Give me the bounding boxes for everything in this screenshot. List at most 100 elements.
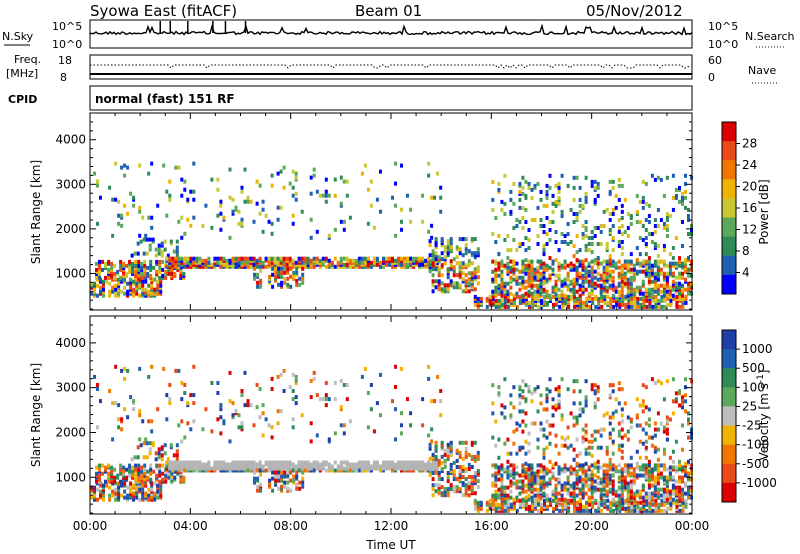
power-cell — [403, 258, 406, 263]
power-cell — [678, 294, 682, 299]
power-cell — [578, 185, 582, 190]
cpid-value: normal (fast) 151 RF — [95, 92, 235, 106]
velocity-cell — [594, 508, 598, 513]
velocity-cell — [536, 445, 540, 450]
power-cell — [506, 304, 510, 309]
velocity-cell — [644, 497, 648, 502]
power-cell — [575, 277, 579, 282]
power-cell — [195, 256, 199, 261]
velocity-cell — [101, 463, 104, 468]
velocity-cell — [608, 421, 612, 426]
velocity-cell — [154, 457, 158, 462]
power-cell — [138, 283, 142, 288]
power-cell — [397, 256, 400, 261]
velocity-cell — [554, 461, 558, 466]
velocity-cell — [512, 471, 516, 476]
power-cell — [301, 266, 305, 271]
power-cell — [295, 278, 299, 283]
power-cell — [258, 258, 262, 263]
power-cell — [581, 224, 585, 228]
freq-tick-top: 18 — [58, 54, 72, 67]
power-cell — [167, 271, 171, 276]
power-cell — [573, 298, 577, 303]
cpid-label: CPID — [8, 93, 37, 106]
power-cell — [593, 234, 597, 238]
velocity-cell — [476, 500, 480, 505]
velocity-cell — [283, 480, 287, 485]
power-cell — [267, 219, 271, 224]
velocity-cell — [551, 463, 555, 468]
power-cell — [687, 214, 690, 218]
velocity-cell — [641, 409, 645, 414]
power-cell — [632, 287, 636, 292]
power-cell — [391, 195, 394, 200]
velocity-cell — [590, 439, 594, 444]
velocity-cell — [506, 437, 510, 442]
power-cell — [153, 287, 157, 292]
power-cell — [539, 259, 543, 264]
power-cell — [569, 207, 573, 212]
power-cell — [647, 214, 651, 218]
velocity-cell — [576, 500, 580, 505]
power-cell — [678, 285, 681, 290]
power-cell — [283, 270, 287, 275]
velocity-cell — [635, 461, 639, 466]
power-cell — [500, 293, 504, 298]
power-cell — [602, 209, 606, 214]
velocity-cell — [192, 393, 196, 398]
power-cell — [623, 281, 627, 286]
power-cell — [243, 256, 247, 261]
power-cell — [572, 212, 576, 216]
velocity-cell — [291, 389, 295, 393]
velocity-cell — [128, 469, 132, 474]
velocity-cell — [572, 447, 576, 452]
power-cell — [533, 271, 537, 276]
velocity-cell — [605, 479, 609, 484]
velocity-cell — [663, 502, 667, 507]
velocity-cell — [593, 437, 597, 442]
velocity-cell — [163, 443, 167, 448]
power-cell — [632, 267, 636, 272]
velocity-cell — [512, 429, 516, 434]
velocity-cell — [141, 497, 145, 502]
velocity-cell — [668, 465, 672, 470]
power-cell — [394, 233, 397, 238]
velocity-cell — [104, 479, 107, 484]
velocity-cell — [674, 489, 678, 494]
velocity-cell — [647, 407, 651, 412]
velocity-cell — [551, 489, 555, 494]
velocity-cell — [497, 471, 501, 476]
power-cell — [333, 227, 337, 232]
power-cell — [428, 253, 432, 258]
velocity-cell — [348, 419, 352, 424]
velocity-cell — [666, 500, 670, 505]
power-cell — [620, 209, 624, 214]
power-cell — [549, 296, 552, 301]
velocity-cell — [632, 467, 636, 472]
power-cell — [660, 294, 664, 299]
power-cell — [312, 258, 316, 263]
velocity-cell — [366, 425, 370, 430]
colorbar-swatch — [722, 406, 736, 427]
y-tick-label: 4000 — [55, 133, 86, 147]
velocity-cell — [636, 508, 640, 513]
power-cell — [204, 258, 208, 263]
power-cell — [578, 209, 582, 214]
velocity-cell — [175, 449, 179, 454]
velocity-cell — [578, 451, 582, 456]
power-cell — [294, 260, 298, 265]
power-cell — [584, 265, 588, 270]
velocity-cell — [593, 389, 597, 394]
velocity-cell — [521, 502, 525, 507]
velocity-cell — [301, 476, 305, 481]
power-cell — [644, 287, 648, 292]
power-cell — [552, 294, 555, 299]
velocity-cell — [120, 368, 124, 373]
velocity-cell — [563, 443, 567, 448]
power-cell — [641, 291, 645, 296]
power-cell — [134, 269, 138, 274]
velocity-cell — [605, 469, 609, 474]
velocity-cell — [140, 475, 144, 480]
velocity-cell — [620, 489, 624, 494]
power-cell — [270, 183, 274, 188]
